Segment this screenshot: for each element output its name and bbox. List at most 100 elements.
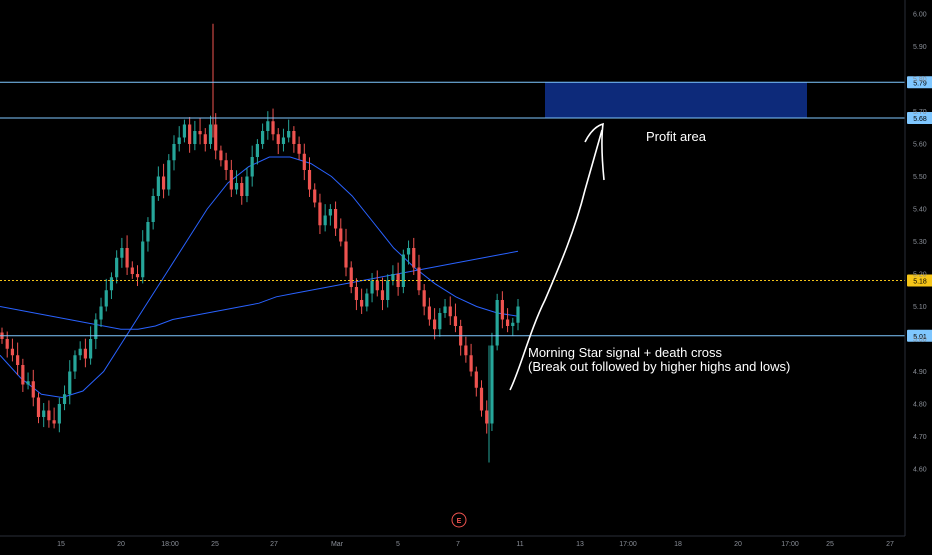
candle-body [208,124,213,144]
x-tick-label: 7 [456,541,460,548]
candle-body [120,248,124,258]
y-tick-label: 4.90 [913,369,927,376]
candle-body [479,387,484,411]
candle-body [156,176,160,196]
candle-body [224,160,228,170]
candle-body [396,274,400,287]
price-tag-label: 5.79 [913,80,927,87]
y-tick-label: 5.40 [913,207,927,214]
candle-body [21,365,25,385]
x-tick-label: 11 [516,541,523,548]
candle-body [453,316,458,326]
y-tick-label: 5.20 [913,272,927,279]
candle-body [240,183,244,196]
candle-body [214,124,218,151]
x-tick-label: 17:00 [619,541,637,548]
price-tag [907,329,932,342]
candle-body [417,267,421,291]
candle-body [490,345,494,424]
candle-body [229,170,233,190]
y-tick-label: 4.80 [913,402,927,409]
y-tick-label: 5.80 [913,77,927,84]
candle-body [250,157,254,177]
candle-body [193,131,197,144]
candle-body [36,397,41,417]
candle-body [391,274,395,281]
candle-body [474,371,478,388]
candle-body [354,287,359,300]
candle-body [261,131,265,144]
candle-body [109,277,114,291]
candle-body [172,144,176,161]
price-tag-label: 5.18 [913,279,927,286]
candle-body [511,322,515,326]
y-tick-label: 5.90 [913,44,927,51]
candle-body [505,319,510,326]
earnings-badge-circle [451,512,467,528]
price-tag-label: 5.68 [913,116,927,123]
candle-body [5,339,9,349]
candle-body [307,170,312,190]
projection-arrow [509,129,603,391]
candle-body [433,319,437,330]
candle-body [104,290,108,307]
candle-body [78,348,82,356]
x-tick-label: 27 [270,541,278,548]
candle-body [339,228,343,242]
candle-body [323,215,327,226]
x-tick-label: 20 [734,541,742,548]
candle-body [141,241,145,278]
candle-body [500,300,504,320]
candle-body [287,131,291,138]
candle-body [167,160,171,190]
candle-body [360,300,364,307]
candle-body [94,319,98,339]
y-tick-label: 5.30 [913,239,927,246]
x-tick-label: 25 [211,541,219,548]
candle-body [130,267,134,274]
y-tick-label: 4.60 [913,467,927,474]
candle-body [427,306,431,320]
short-moving-average [0,156,519,399]
arrow-head [584,122,605,181]
candle-body [83,348,87,359]
price-tag-label: 5.01 [913,334,927,341]
x-tick-label: 18:00 [161,541,179,548]
candle-body [344,241,348,268]
candle-body [151,196,155,222]
y-tick-label: 5.60 [913,142,927,149]
candle-body [188,124,192,144]
candle-body [443,306,447,313]
candle-body [318,202,322,226]
x-tick-label: 13 [576,541,584,548]
signal-annotation-line2: (Break out followed by higher highs and … [528,359,790,374]
candle-body [266,121,270,131]
y-tick-label: 4.70 [913,434,927,441]
candle-body [422,290,426,307]
earnings-event-badge[interactable]: E [451,512,467,528]
y-tick-label: 5.70 [913,109,927,116]
candle-body [10,348,15,356]
candle-body [380,290,385,300]
x-tick-label: Mar [331,541,344,548]
candle-body [89,339,93,359]
long-moving-average [0,250,519,330]
candle-body [349,267,353,287]
candle-body [464,345,468,356]
candle-body [52,420,56,424]
candle-body [438,313,442,330]
candle-body [73,355,77,372]
candle-body [203,134,207,144]
candle-body [255,144,259,157]
candle-body [297,144,301,154]
candle-body [135,274,140,278]
candle-body [271,121,275,135]
x-tick-label: 25 [826,541,834,548]
candle-body [47,410,51,421]
candle-body [276,134,280,144]
x-tick-label: 15 [57,541,65,548]
x-tick-label: 5 [396,541,400,548]
candle-body [42,410,46,417]
